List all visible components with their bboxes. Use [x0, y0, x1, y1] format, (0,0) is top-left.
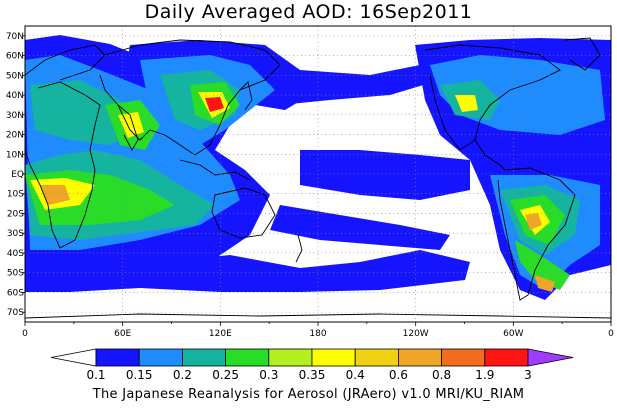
- colorbar-label: 0.15: [126, 368, 153, 382]
- coast-asia: [99, 39, 281, 156]
- lon-tick-label: 180: [309, 329, 326, 339]
- aod-region-tropical-pacific: [300, 150, 470, 200]
- grid-lines: [25, 26, 611, 322]
- coast-australia: [211, 187, 276, 239]
- map-title: Daily Averaged AOD: 16Sep2011: [144, 1, 473, 23]
- colorbar-bin: [138, 348, 183, 367]
- colorbar: 0.1 0.15 0.2 0.25 0.3 0.35 0.4 0.6 0.8 1.9 3: [50, 348, 574, 382]
- colorbar-bin: [354, 348, 399, 367]
- lon-tick-label: 0: [608, 329, 614, 339]
- lat-tick-label: 40N: [6, 91, 24, 101]
- colorbar-bin: [397, 348, 442, 367]
- aod-level6-us-east: [455, 95, 478, 112]
- lat-tick-label: 20N: [6, 131, 24, 141]
- aod-region-southern-band: [25, 250, 470, 292]
- lat-tick-label: 10S: [7, 190, 24, 200]
- lat-tick-label: 20S: [7, 209, 24, 219]
- coastlines: [25, 37, 611, 319]
- colorbar-label: 1.9: [475, 368, 494, 382]
- colorbar-bin: [441, 348, 486, 367]
- aod-level8-africa: [40, 185, 70, 205]
- lat-tick-label: 50S: [7, 269, 24, 279]
- aod-level4-argentina-plume: [515, 240, 570, 290]
- colorbar-label: 0.35: [299, 368, 326, 382]
- colorbar-bin: [181, 348, 226, 367]
- lon-tick-label: 0: [22, 329, 28, 339]
- lat-tick-label: 30N: [6, 111, 24, 121]
- coast-maritime-sea: [179, 159, 251, 181]
- colorbar-under-triangle: [50, 348, 97, 367]
- coast-japan: [239, 81, 253, 111]
- coast-newzealand: [295, 234, 303, 263]
- longitude-axis: 0 60E 120E 180 120W 60W 0: [22, 322, 614, 339]
- colorbar-bin: [311, 348, 356, 367]
- colorbar-label: 0.2: [173, 368, 192, 382]
- colorbar-label: 0.4: [346, 368, 365, 382]
- lat-tick-label: 50N: [6, 71, 24, 81]
- lon-tick-label: 60W: [503, 329, 523, 339]
- coast-india: [117, 104, 139, 151]
- aod-region-south-pacific: [270, 205, 450, 250]
- colorbar-bin: [225, 348, 270, 367]
- coast-greenland: [564, 37, 601, 71]
- lat-tick-label: 10N: [6, 150, 24, 160]
- lon-tick-label: 120W: [403, 329, 429, 339]
- colorbar-bin: [95, 348, 140, 367]
- lat-tick-label: 30S: [7, 229, 24, 239]
- lat-tick-label: 70S: [7, 308, 24, 318]
- lon-tick-label: 120E: [209, 329, 232, 339]
- colorbar-label: 0.8: [432, 368, 451, 382]
- aod-level8-amazon: [525, 213, 542, 230]
- coast-south-america: [497, 167, 576, 301]
- colorbar-label: 0.1: [86, 368, 105, 382]
- colorbar-bin: [268, 348, 313, 367]
- footer-caption: The Japanese Reanalysis for Aerosol (JRA…: [92, 387, 525, 402]
- coast-europe: [25, 44, 106, 81]
- lat-tick-label: 60S: [7, 288, 24, 298]
- aod-level8-argentina: [535, 275, 555, 292]
- lat-tick-label: 40S: [7, 249, 24, 259]
- lat-tick-label: 60N: [6, 52, 24, 62]
- aod-level10-china-hotspot: [205, 97, 224, 112]
- colorbar-bin: [484, 348, 529, 367]
- aod-shading: [25, 35, 611, 300]
- lat-tick-label: 70N: [6, 32, 24, 42]
- latitude-axis: 70N 60N 50N 40N 30N 20N 10N EQ 10S 20S 30S 40S 50S 60…: [6, 32, 25, 318]
- coast-africa: [25, 81, 101, 249]
- lon-tick-label: 60E: [114, 329, 131, 339]
- coast-central-america: [474, 139, 506, 171]
- coast-antarctica: [25, 313, 611, 319]
- colorbar-label: 0.25: [212, 368, 239, 382]
- aod-level3-sahara: [30, 80, 140, 145]
- coast-north-america: [424, 44, 561, 151]
- colorbar-label: 3: [524, 368, 532, 382]
- colorbar-label: 0.6: [389, 368, 408, 382]
- colorbar-label: 0.3: [259, 368, 278, 382]
- lat-tick-label: EQ: [11, 170, 24, 180]
- colorbar-over-triangle: [527, 348, 574, 367]
